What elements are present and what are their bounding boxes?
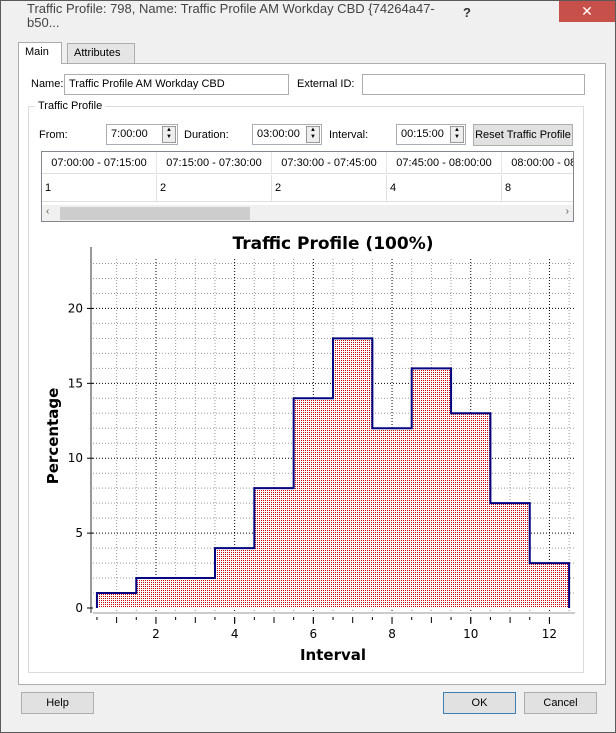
chart-title: Traffic Profile (100%) <box>233 234 434 254</box>
y-tick-label: 20 <box>68 301 83 315</box>
y-tick-label: 10 <box>68 451 83 465</box>
tab-attributes[interactable]: Attributes <box>67 43 135 63</box>
series-line <box>95 337 571 608</box>
name-label: Name: <box>31 78 64 90</box>
y-tick-label: 0 <box>75 601 83 615</box>
grid-cell[interactable]: 2 <box>157 175 272 202</box>
interval-grid: 07:00:00 - 07:15:00 1 07:15:00 - 07:30:00 2… <box>41 151 574 222</box>
cancel-button[interactable]: Cancel <box>524 692 597 714</box>
scrollbar-thumb[interactable] <box>60 207 250 220</box>
bar-interval-10 <box>451 413 490 608</box>
x-tick-label: 10 <box>463 627 478 641</box>
grid-column-header[interactable]: 08:00:00 - 08:15:00 <box>502 152 573 174</box>
bar-interval-6 <box>294 398 333 608</box>
interval-spinner[interactable]: ▲ ▼ <box>450 126 464 143</box>
duration-input[interactable]: 03:00:00 ▲ ▼ <box>252 124 322 145</box>
bar-interval-1 <box>97 593 136 608</box>
y-tick-label: 15 <box>68 376 83 390</box>
interval-input[interactable]: 00:15:00 ▲ ▼ <box>396 124 466 145</box>
x-tick-label: 6 <box>310 627 318 641</box>
grid-cell[interactable]: 8 <box>502 175 573 202</box>
x-tick-label: 2 <box>152 627 160 641</box>
scroll-left-icon[interactable]: ‹ <box>46 206 50 217</box>
horizontal-scrollbar[interactable]: ‹ › <box>42 205 573 221</box>
group-label: Traffic Profile <box>35 100 106 112</box>
grid-column-header[interactable]: 07:00:00 - 07:15:00 <box>42 152 157 174</box>
bar-interval-4 <box>215 548 254 608</box>
bar-interval-3 <box>176 578 215 608</box>
help-icon[interactable]: ? <box>463 5 471 20</box>
x-axis-label: Interval <box>300 646 366 664</box>
traffic-profile-group <box>28 106 584 673</box>
scroll-right-icon[interactable]: › <box>565 206 569 217</box>
external-id-input[interactable] <box>362 74 585 95</box>
grid-cell[interactable]: 2 <box>272 175 387 202</box>
close-button[interactable]: ✕ <box>559 1 615 22</box>
y-tick-label: 5 <box>75 526 83 540</box>
window-title: Traffic Profile: 798, Name: Traffic Prof… <box>27 1 435 30</box>
y-axis-label: Percentage <box>44 388 62 485</box>
duration-value: 03:00:00 <box>257 128 300 140</box>
grid-column-header[interactable]: 07:45:00 - 08:00:00 <box>387 152 502 174</box>
external-id-label: External ID: <box>297 78 355 90</box>
bar-interval-11 <box>490 503 529 608</box>
grid-cell[interactable]: 4 <box>387 175 502 202</box>
duration-spinner[interactable]: ▲ ▼ <box>306 126 320 143</box>
ok-button[interactable]: OK <box>443 692 516 714</box>
grid-column-header[interactable]: 07:30:00 - 07:45:00 <box>272 152 387 174</box>
name-input[interactable]: Traffic Profile AM Workday CBD <box>64 74 289 95</box>
bar-interval-8 <box>372 428 411 608</box>
from-label: From: <box>39 129 68 141</box>
bar-interval-7 <box>333 338 372 608</box>
tab-main[interactable]: Main <box>18 42 62 64</box>
grid-column-header[interactable]: 07:15:00 - 07:30:00 <box>157 152 272 174</box>
x-tick-label: 12 <box>542 627 557 641</box>
title-bar: Traffic Profile: 798, Name: Traffic Prof… <box>1 1 615 31</box>
interval-value: 00:15:00 <box>401 128 444 140</box>
grid-cell[interactable]: 1 <box>42 175 157 202</box>
x-tick-label: 4 <box>231 627 239 641</box>
bar-interval-12 <box>530 563 569 608</box>
bar-interval-2 <box>136 578 175 608</box>
interval-label: Interval: <box>329 129 369 141</box>
from-value: 7:00:00 <box>111 128 148 140</box>
bar-interval-5 <box>254 488 293 608</box>
x-tick-label: 8 <box>388 627 396 641</box>
from-input[interactable]: 7:00:00 ▲ ▼ <box>106 124 178 145</box>
duration-label: Duration: <box>184 129 229 141</box>
bar-interval-9 <box>412 368 451 608</box>
from-spinner[interactable]: ▲ ▼ <box>162 126 176 143</box>
reset-traffic-profile-button[interactable]: Reset Traffic Profile <box>473 124 573 146</box>
help-button[interactable]: Help <box>21 692 94 714</box>
